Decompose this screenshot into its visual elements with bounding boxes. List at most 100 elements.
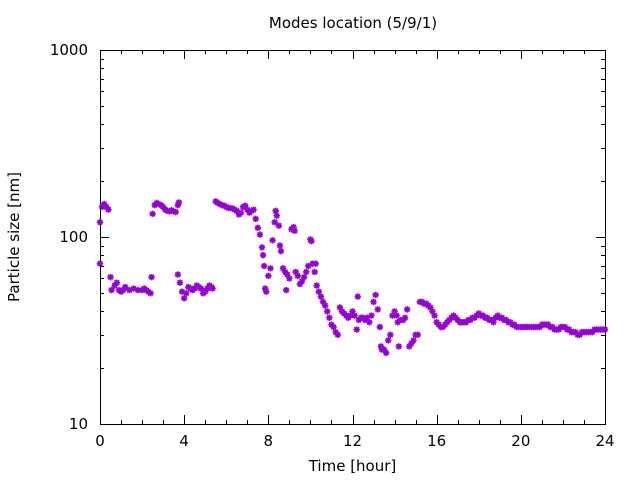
data-point	[241, 202, 249, 209]
x-tick-label: 16	[427, 432, 446, 450]
data-point	[313, 282, 320, 289]
tick-labels: 0 4 8 12 16 20 24 10 100 1000	[50, 41, 615, 450]
data-point	[263, 288, 270, 295]
data-point	[298, 278, 306, 285]
data-point	[261, 285, 269, 292]
data-point	[96, 218, 104, 226]
data-point	[256, 231, 264, 238]
data-point	[267, 265, 274, 272]
data-point	[370, 298, 377, 306]
data-point	[281, 268, 289, 276]
data-point	[394, 319, 401, 326]
data-point	[353, 326, 360, 333]
x-axis-label: Time [hour]	[308, 457, 397, 475]
data-point	[252, 215, 259, 223]
data-point	[259, 251, 267, 259]
data-point	[354, 293, 361, 300]
data-point	[321, 302, 329, 309]
data-point	[566, 326, 573, 333]
data-point	[122, 283, 129, 291]
data-point	[408, 340, 415, 347]
x-tick-label: 20	[511, 432, 530, 450]
data-point	[351, 312, 358, 319]
data-point	[296, 280, 304, 288]
data-point	[382, 349, 390, 357]
data-point	[149, 210, 156, 218]
data-point	[265, 272, 272, 280]
data-point	[271, 218, 278, 226]
y-tick-label: 100	[59, 228, 88, 246]
data-point	[349, 308, 356, 315]
data-point	[197, 285, 205, 292]
data-point	[300, 273, 308, 281]
data-point	[374, 306, 381, 313]
x-tick-label: 24	[595, 432, 614, 450]
data-point	[134, 286, 142, 294]
data-point	[380, 346, 388, 353]
data-point	[315, 288, 323, 295]
y-tick-label: 1000	[50, 41, 88, 59]
data-point	[180, 295, 188, 302]
data-point	[291, 227, 298, 234]
data-point	[277, 247, 285, 255]
data-point	[366, 319, 373, 326]
data-point	[269, 237, 276, 244]
data-point	[308, 237, 315, 245]
data-point	[148, 273, 155, 281]
data-point	[401, 314, 409, 321]
x-tick-label: 0	[95, 432, 105, 450]
data-point	[273, 212, 280, 219]
data-point	[311, 268, 318, 276]
x-tick-label: 8	[264, 432, 274, 450]
data-point	[589, 328, 596, 336]
data-point	[250, 206, 257, 213]
data-point	[204, 285, 211, 292]
data-point	[279, 265, 287, 272]
data-point	[317, 293, 325, 300]
data-point	[283, 286, 290, 294]
data-point	[391, 308, 398, 315]
data-point	[364, 314, 371, 321]
data-point	[377, 343, 385, 350]
data-point	[275, 222, 283, 229]
data-point	[572, 328, 579, 336]
data-point	[393, 312, 400, 319]
data-point	[294, 272, 301, 280]
x-tick-label: 12	[343, 432, 362, 450]
data-point	[107, 273, 114, 281]
data-point	[292, 268, 299, 276]
data-point	[119, 286, 127, 294]
data-point	[404, 306, 411, 313]
data-point	[101, 200, 108, 208]
data-point	[254, 224, 262, 231]
data-point	[111, 282, 118, 289]
data-point	[576, 331, 583, 338]
data-point	[147, 290, 154, 297]
x-tick-label: 4	[179, 432, 189, 450]
data-point	[431, 312, 438, 319]
data-point	[395, 343, 402, 350]
data-point	[108, 286, 115, 294]
data-points	[96, 198, 609, 357]
data-point	[258, 244, 266, 251]
data-point	[174, 201, 182, 209]
data-point	[175, 199, 183, 206]
data-point	[284, 271, 291, 278]
data-point	[276, 242, 284, 249]
data-point	[330, 323, 337, 331]
data-point	[191, 285, 198, 292]
data-point	[326, 314, 333, 321]
data-point	[98, 203, 106, 211]
plot-frame	[100, 50, 606, 425]
axis-ticks	[100, 50, 606, 425]
data-point	[427, 304, 434, 311]
data-point	[490, 319, 497, 326]
data-point	[172, 208, 179, 216]
data-point	[209, 285, 216, 292]
data-point	[105, 206, 112, 213]
data-point	[389, 312, 396, 319]
data-point	[272, 207, 279, 215]
data-point	[368, 312, 375, 319]
data-point	[319, 298, 327, 306]
